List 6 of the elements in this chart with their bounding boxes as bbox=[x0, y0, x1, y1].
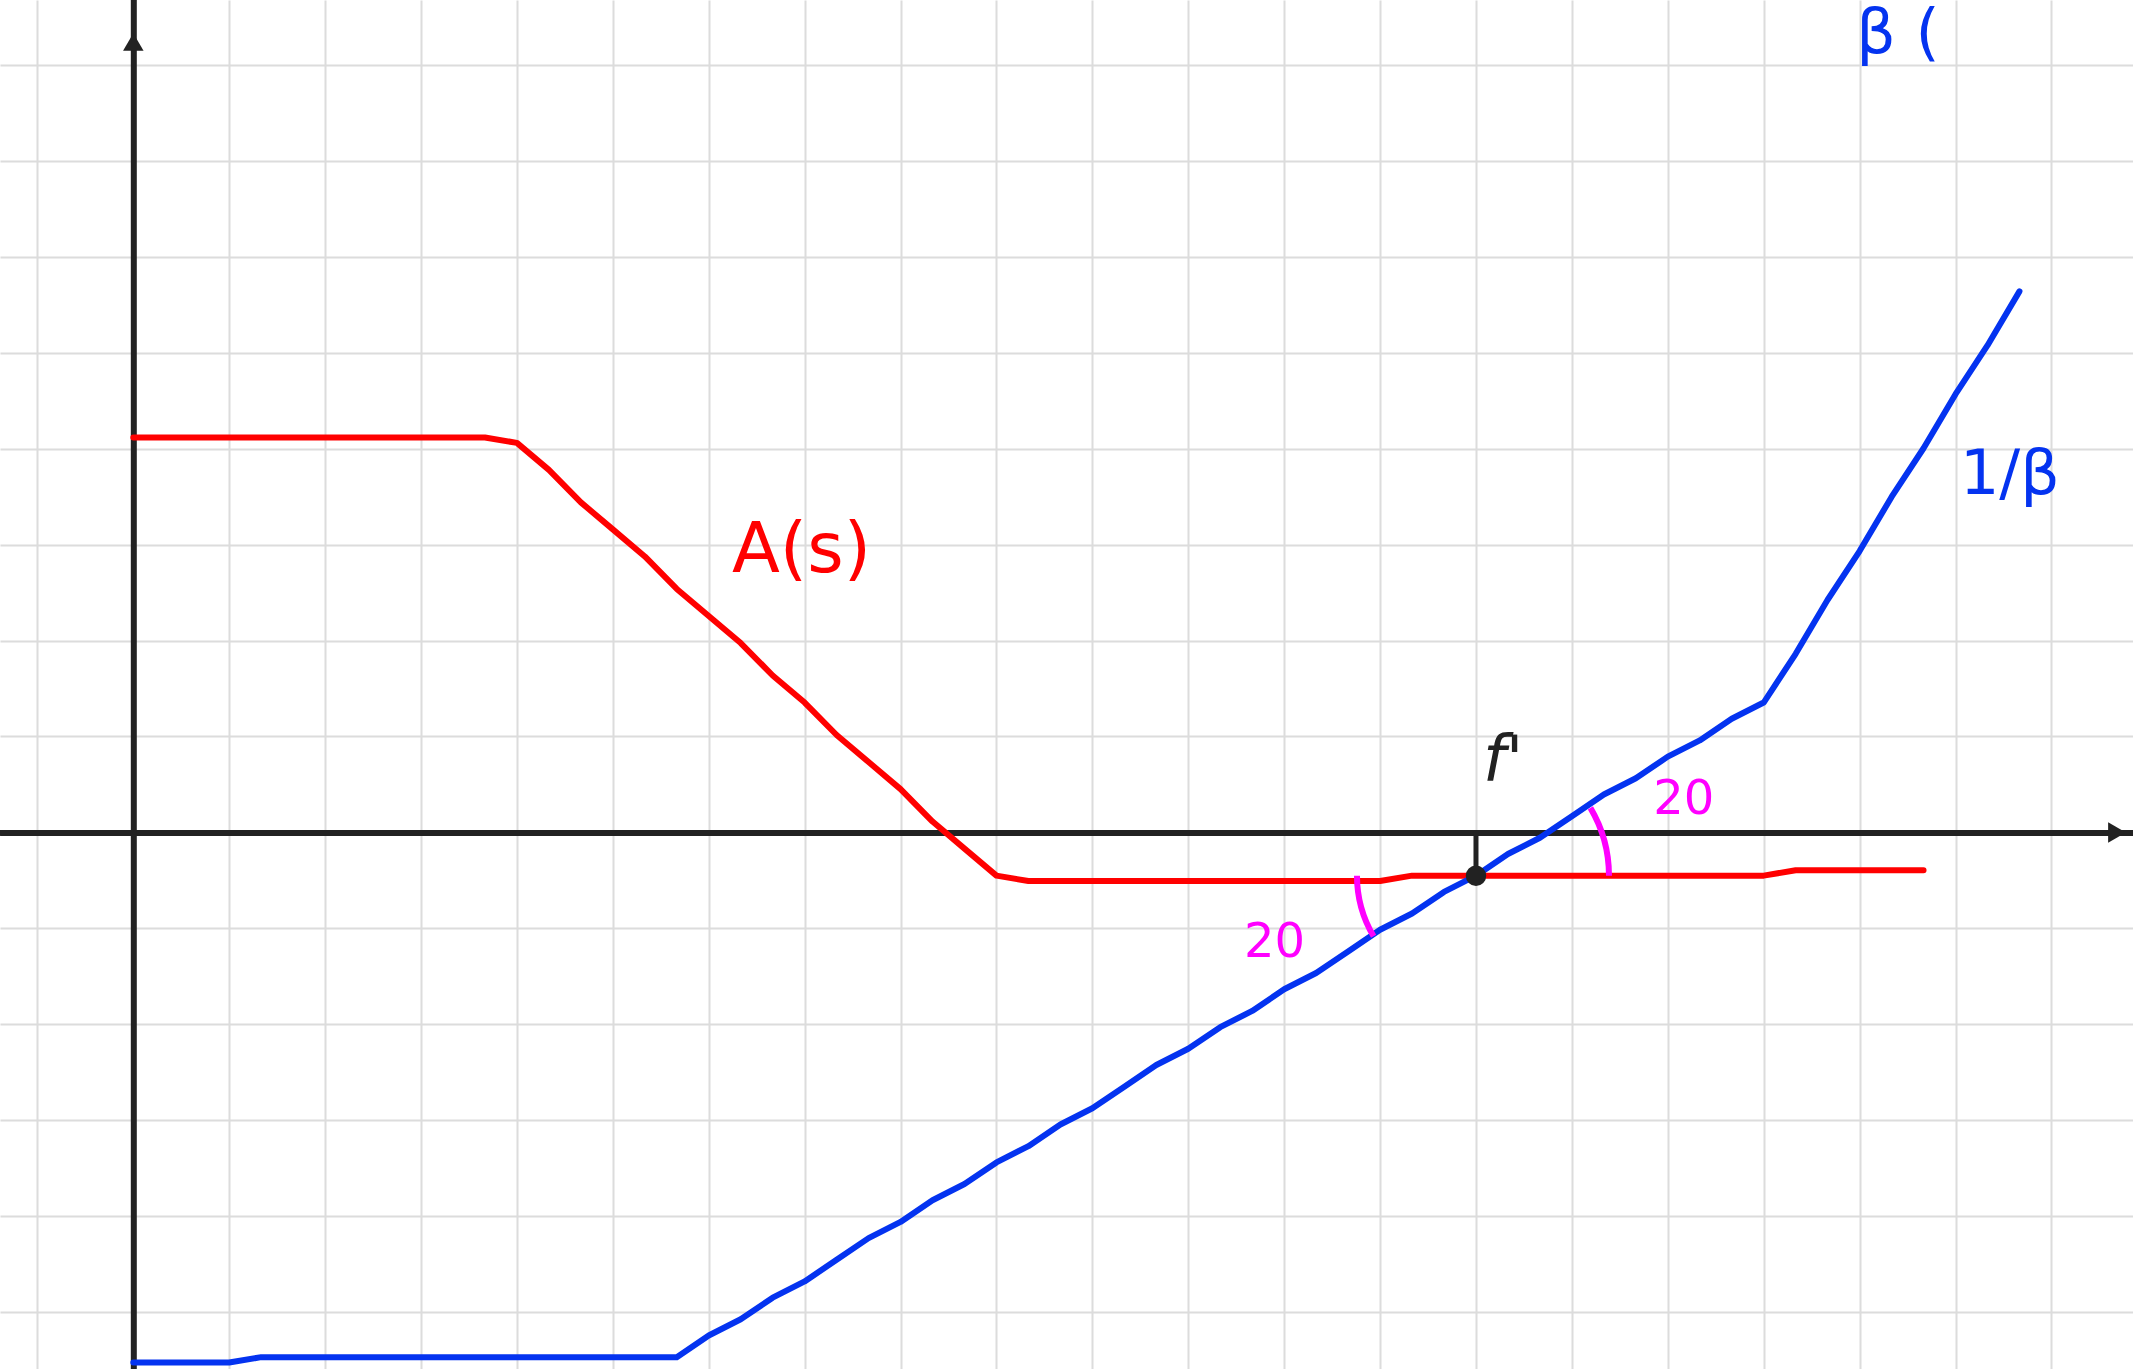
annotation: 20 bbox=[1244, 912, 1306, 969]
text: β ( bbox=[1856, 0, 1940, 69]
series-label: 1/β bbox=[1959, 436, 2060, 510]
series-label: A(s) bbox=[731, 507, 871, 590]
annotation: f' bbox=[1483, 722, 1524, 797]
annotation: 20 bbox=[1653, 768, 1715, 825]
